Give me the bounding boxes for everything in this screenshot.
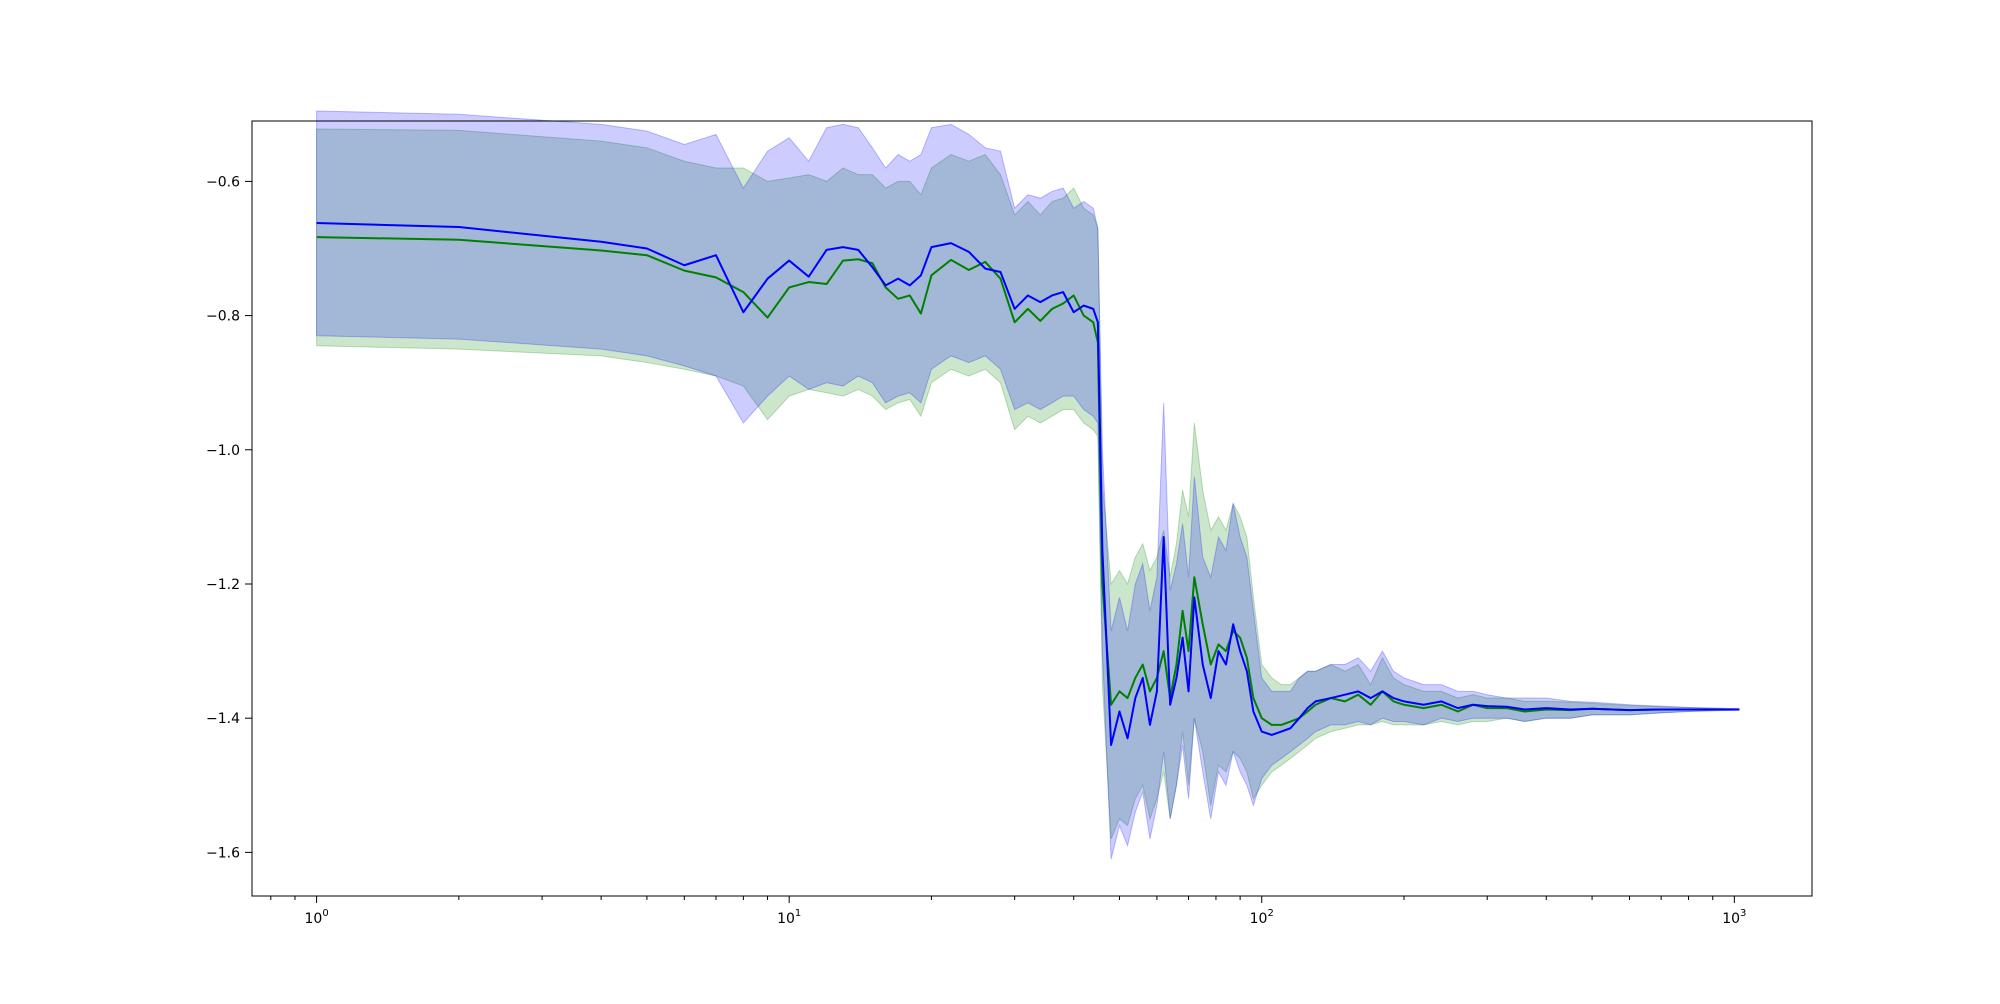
plot-frame <box>251 120 1813 897</box>
y-tick-label: −1.6 <box>206 845 240 861</box>
y-tick-label: −1.4 <box>206 711 240 727</box>
x-axis: 100 101 102 103 <box>270 896 1746 927</box>
x-tick-label: 101 <box>777 908 801 927</box>
x-tick-label: 103 <box>1722 908 1746 927</box>
y-tick-label: −0.6 <box>206 174 240 190</box>
series-2-line <box>316 221 1740 747</box>
y-tick-label: −1.2 <box>206 577 240 593</box>
y-tick-label: −0.8 <box>206 309 240 325</box>
x-tick-label: 100 <box>304 908 328 927</box>
y-axis: −0.6 −0.8 −1.0 −1.2 −1.4 −1.6 <box>206 174 252 861</box>
series-lines <box>316 221 1740 747</box>
y-tick-label: −1.0 <box>206 443 240 459</box>
x-tick-label: 102 <box>1250 908 1274 927</box>
